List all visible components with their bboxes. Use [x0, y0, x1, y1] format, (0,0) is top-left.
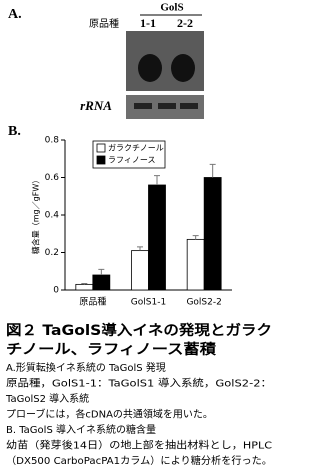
error-bar [98, 268, 105, 275]
bar [92, 274, 111, 291]
caption-line: 幼苗（発芽後14日）の地上部を抽出材料とし，HPLC [6, 439, 272, 452]
legend-swatch [96, 143, 106, 153]
y-tick-label: 0 [53, 286, 59, 296]
y-tick-label: 0.8 [45, 136, 60, 146]
bar [186, 238, 205, 291]
legend-swatch [96, 155, 106, 165]
caption-title: チノール、ラフィノース蓄積 [6, 341, 217, 358]
bar [148, 184, 166, 291]
rrna-band [158, 103, 176, 109]
error-bar [81, 282, 88, 285]
gene-label: GolS [160, 2, 183, 14]
bar [75, 283, 94, 291]
y-tick-label: 0.2 [45, 248, 59, 258]
rrna-label: rRNA [80, 98, 112, 113]
plot: 0 0.2 0.4 0.6 0.8 原品種 GolS1-1 GolS2-2 ガラクチノールラフィ… [45, 136, 232, 308]
rrna-band [134, 103, 152, 109]
y-tick-label: 0.6 [45, 173, 60, 183]
x-tick-label: GolS2-2 [186, 298, 221, 308]
bar [203, 177, 222, 291]
y-axis-label: 糖含量（mg／gFW） [31, 176, 41, 254]
caption-line: TaGolS2 導入系統 [5, 392, 89, 405]
legend-label: ガラクチノール [108, 143, 164, 153]
blot-band [138, 54, 162, 82]
error-bar [209, 163, 216, 178]
caption-line: プローブには，各cDNAの共通領域を用いた。 [6, 408, 213, 421]
error-bar [137, 246, 143, 251]
rrna-band [180, 103, 198, 109]
lane-label: 1-1 [140, 16, 156, 30]
y-tick-label: 0.4 [45, 211, 60, 221]
panel-label: B. [8, 124, 21, 139]
caption-line: 原品種，GolS1-1：TaGolS1 導入系統，GolS2-2： [6, 377, 272, 390]
caption-line: B. TaGolS 導入イネ系統の糖含量 [6, 423, 156, 436]
caption-line: （DX500 CarboPacPA1カラム）により糖分析を行った。 [6, 454, 272, 467]
blot-band [171, 54, 195, 82]
error-bar [192, 235, 199, 240]
x-tick-label: 原品種 [79, 297, 106, 308]
bar [131, 250, 149, 291]
caption-line: A.形質転換イネ系統の TaGolS 発現 [6, 361, 166, 374]
figure: A. GolS 原品種 1-1 2-2 rRNA B. 糖含量（mg／gFW） … [5, 2, 272, 467]
lane-label: 2-2 [177, 16, 193, 30]
caption-title: 図２ TaGolS導入イネの発現とガラク [6, 322, 272, 339]
lane-label: 原品種 [89, 17, 119, 30]
legend-label: ラフィノース [108, 156, 155, 165]
panel-label: A. [8, 7, 22, 22]
x-tick-label: GolS1-1 [131, 298, 166, 308]
error-bar [154, 175, 160, 185]
